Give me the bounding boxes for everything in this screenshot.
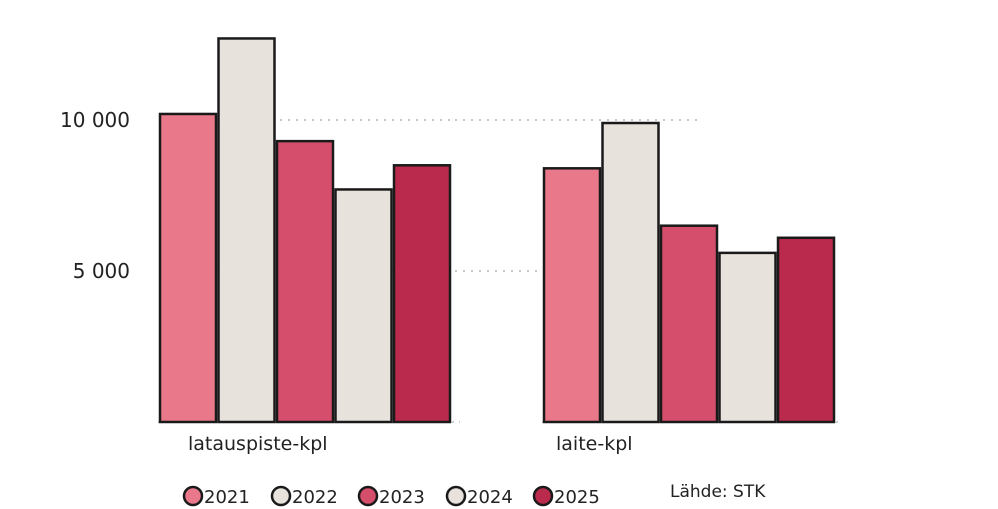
x-axis-categories: latauspiste-kpl laite-kpl [188,433,633,455]
legend-swatch-icon [270,485,292,507]
bar-laite-kpl-2022 [601,121,660,424]
category-label: laite-kpl [556,433,633,455]
bar-latauspiste-kpl-2023 [275,139,335,424]
legend-item-2022: 2022 [270,485,338,508]
bars [158,37,836,424]
legend-swatch-icon [182,485,204,507]
legend-item-2021: 2021 [182,485,250,508]
legend-label: 2021 [204,487,250,508]
y-tick-label: 10 000 [60,108,130,132]
legend-item-2025: 2025 [532,485,600,508]
bar-latauspiste-kpl-2024 [334,188,393,424]
bar-laite-kpl-2021 [542,167,602,424]
bar-latauspiste-kpl-2022 [217,37,276,424]
y-tick-label: 5 000 [73,259,130,283]
bar-laite-kpl-2023 [659,224,719,424]
legend-label: 2022 [292,487,338,508]
legend-swatch-icon [357,485,379,507]
bar-latauspiste-kpl-2021 [158,112,218,424]
category-label: latauspiste-kpl [188,433,328,455]
bar-laite-kpl-2025 [776,236,836,424]
bar-laite-kpl-2024 [718,251,777,424]
legend-item-2024: 2024 [445,485,513,508]
legend-label: 2024 [467,487,513,508]
legend-item-2023: 2023 [357,485,425,508]
legend-swatch-icon [532,485,554,507]
legend-label: 2025 [554,487,600,508]
legend: 2021 2022 2023 2024 2025 [182,485,600,508]
bar-latauspiste-kpl-2025 [392,164,452,424]
legend-label: 2023 [379,487,425,508]
legend-swatch-icon [445,485,467,507]
y-axis: 5 000 10 000 [60,108,130,283]
source-label: Lähde: STK [670,482,766,502]
